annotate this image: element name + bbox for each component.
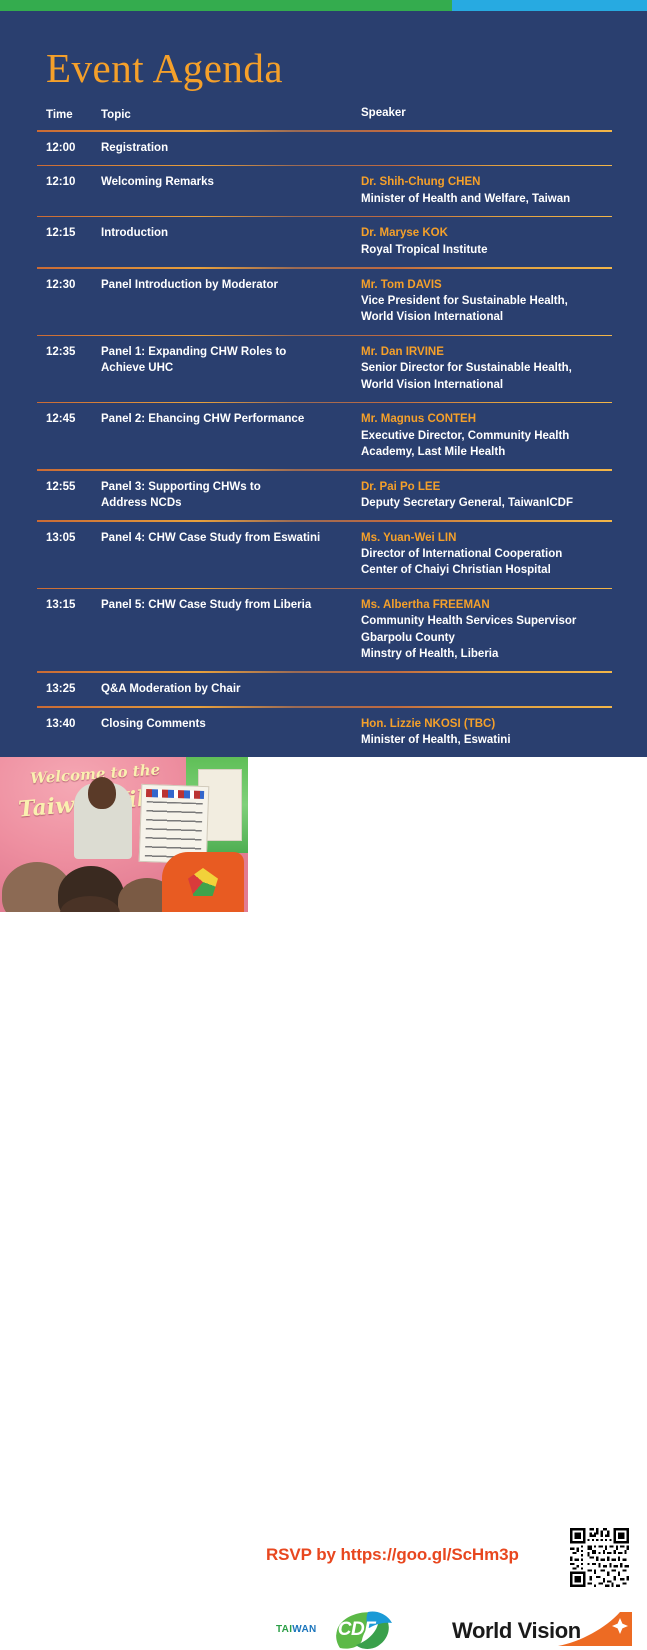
speaker-affiliation: Director of International Cooperation Cen… [361, 548, 563, 577]
top-accent-green [0, 0, 452, 11]
table-row: 13:40 Closing Comments Hon. Lizzie NKOSI (… [37, 708, 612, 758]
speaker-affiliation: Senior Director for Sustainable Health, W… [361, 362, 572, 391]
row-time: 12:30 [46, 278, 76, 291]
row-topic: Panel 4: CHW Case Study from Eswatini [101, 531, 321, 544]
table-row: 12:00 Registration [37, 132, 612, 165]
row-speaker: Dr. Pai Po LEE Deputy Secretary General, … [353, 479, 612, 512]
table-row: 13:05 Panel 4: CHW Case Study from Eswati… [37, 522, 612, 588]
poster-body: Event Agenda Time Topic Speaker 12:00 Reg… [0, 11, 647, 759]
speaker-name: Hon. Lizzie NKOSI (TBC) [361, 717, 496, 730]
row-separator [37, 267, 612, 269]
event-photo: Welcome to the Taiwan Village [0, 757, 248, 912]
row-separator [37, 587, 612, 590]
row-topic: Panel 5: CHW Case Study from Liberia [101, 599, 312, 612]
table-row: 12:45 Panel 2: Ehancing CHW Performance Mr… [37, 403, 612, 469]
speaker-affiliation: Executive Director, Community Health Acad… [361, 429, 570, 458]
taiwan-icdf-wan: WAN [292, 1624, 317, 1635]
row-time: 12:15 [46, 227, 76, 240]
top-accent-blue [452, 0, 647, 11]
row-time: 12:55 [46, 480, 76, 493]
table-row: 13:25 Q&A Moderation by Chair [37, 673, 612, 706]
row-separator [37, 469, 612, 471]
row-separator [37, 216, 612, 218]
row-speaker: Ms. Yuan-Wei LIN Director of Internationa… [353, 530, 612, 579]
row-time: 13:05 [46, 531, 76, 544]
world-vision-wordmark: World Vision [452, 1618, 581, 1643]
table-row: 13:15 Panel 5: CHW Case Study from Liberi… [37, 589, 612, 671]
agenda-table: Time Topic Speaker 12:00 Registration 12:1… [37, 107, 612, 759]
row-topic: Panel 3: Supporting CHWs to Address NCDs [101, 480, 261, 509]
speaker-name: Mr. Magnus CONTEH [361, 413, 477, 426]
speaker-affiliation: Deputy Secretary General, TaiwanICDF [361, 496, 573, 509]
row-speaker: Hon. Lizzie NKOSI (TBC) Minister of Healt… [353, 716, 612, 749]
table-row: 12:35 Panel 1: Expanding CHW Roles to Achi… [37, 336, 612, 402]
row-time: 13:15 [46, 599, 76, 612]
speaker-affiliation: Vice President for Sustainable Health, Wo… [361, 294, 568, 324]
column-header-topic: Topic [101, 109, 131, 121]
row-separator [37, 671, 612, 673]
icdf-wordmark: ICDF [333, 1619, 376, 1640]
page-title: Event Agenda [46, 45, 284, 91]
row-time: 12:35 [46, 345, 76, 358]
row-time: 12:00 [46, 141, 76, 154]
column-header-time: Time [46, 109, 73, 121]
speaker-name: Mr. Dan IRVINE [361, 345, 444, 358]
speaker-affiliation: Minister of Health and Welfare, Taiwan [361, 192, 571, 205]
taiwan-icdf-logo: TAIWAN ICDF [276, 1610, 398, 1650]
footer: Welcome to the Taiwan Village RSVP by ht… [0, 757, 647, 1649]
table-row: 12:30 Panel Introduction by Moderator Mr. … [37, 269, 612, 335]
row-time: 12:10 [46, 176, 76, 189]
speaker-name: Dr. Shih-Chung CHEN [361, 176, 481, 189]
taiwan-icdf-tai: TAI [276, 1624, 293, 1635]
row-separator [37, 130, 612, 132]
agenda-header-row: Time Topic Speaker [37, 107, 612, 130]
speaker-name: Dr. Maryse KOK [361, 227, 448, 240]
row-topic: Panel Introduction by Moderator [101, 278, 278, 291]
row-speaker: Ms. Albertha FREEMAN Community Health Ser… [353, 597, 612, 662]
row-topic: Panel 1: Expanding CHW Roles to Achieve U… [101, 345, 287, 375]
row-topic: Introduction [101, 227, 169, 240]
qr-code-icon[interactable] [568, 1526, 631, 1589]
row-speaker: Mr. Dan IRVINE Senior Director for Sustai… [353, 344, 612, 393]
row-speaker: Mr. Magnus CONTEH Executive Director, Com… [353, 411, 612, 460]
column-header-speaker: Speaker [361, 107, 406, 119]
top-accent-bar [0, 0, 647, 11]
row-topic: Panel 2: Ehancing CHW Performance [101, 413, 305, 426]
row-time: 13:25 [46, 682, 76, 695]
photo-audience-person-orange [162, 852, 244, 912]
photo-audience-person [60, 896, 120, 912]
row-separator [37, 401, 612, 404]
photo-audience [0, 844, 248, 912]
row-topic: Q&A Moderation by Chair [101, 682, 241, 695]
row-speaker: Dr. Maryse KOK Royal Tropical Institute [353, 225, 612, 258]
row-topic: Registration [101, 141, 169, 154]
taiwan-icdf-wordmark: TAIWAN [276, 1624, 317, 1635]
speaker-affiliation: Royal Tropical Institute [361, 243, 488, 256]
row-separator [37, 165, 612, 167]
speaker-affiliation: Community Health Services Supervisor Gbar… [361, 615, 577, 661]
row-topic: Welcoming Remarks [101, 176, 214, 189]
row-speaker: Mr. Tom DAVIS Vice President for Sustaina… [353, 277, 612, 326]
speaker-name: Mr. Tom DAVIS [361, 278, 442, 291]
speaker-affiliation: Minister of Health, Eswatini [361, 733, 511, 746]
speaker-name: Dr. Pai Po LEE [361, 480, 441, 493]
row-separator [37, 706, 612, 708]
table-row: 12:55 Panel 3: Supporting CHWs to Address … [37, 471, 612, 521]
row-time: 13:40 [46, 717, 76, 730]
table-row: 12:10 Welcoming Remarks Dr. Shih-Chung CHE… [37, 166, 612, 216]
row-time: 12:45 [46, 413, 76, 426]
row-topic: Closing Comments [101, 717, 206, 730]
speaker-name: Ms. Albertha FREEMAN [361, 599, 490, 612]
table-row: 12:15 Introduction Dr. Maryse KOK Royal Tro… [37, 217, 612, 267]
speaker-name: Ms. Yuan-Wei LIN [361, 531, 457, 544]
row-separator [37, 334, 612, 336]
photo-presenter-head [88, 777, 116, 809]
row-speaker: Dr. Shih-Chung CHEN Minister of Health an… [353, 174, 612, 207]
partner-logos: TAIWAN ICDF World Vision [276, 1610, 632, 1650]
row-separator [37, 520, 612, 522]
rsvp-text: RSVP by https://goo.gl/ScHm3p [266, 1545, 519, 1564]
world-vision-logo: World Vision [452, 1610, 632, 1650]
